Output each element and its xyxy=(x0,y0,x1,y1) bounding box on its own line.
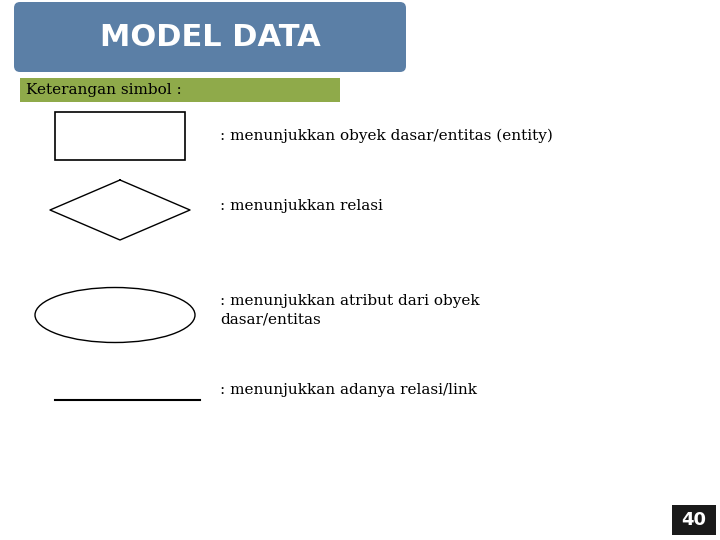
Text: 40: 40 xyxy=(682,511,706,529)
Text: Keterangan simbol :: Keterangan simbol : xyxy=(26,83,181,97)
Text: : menunjukkan adanya relasi/link: : menunjukkan adanya relasi/link xyxy=(220,383,477,397)
Text: MODEL DATA: MODEL DATA xyxy=(99,23,320,51)
Bar xyxy=(55,112,185,160)
Text: : menunjukkan obyek dasar/entitas (entity): : menunjukkan obyek dasar/entitas (entit… xyxy=(220,129,553,143)
Bar xyxy=(672,505,716,535)
FancyBboxPatch shape xyxy=(14,2,406,72)
Bar xyxy=(20,78,340,102)
Text: : menunjukkan atribut dari obyek
dasar/entitas: : menunjukkan atribut dari obyek dasar/e… xyxy=(220,294,480,326)
Ellipse shape xyxy=(35,287,195,342)
Text: : menunjukkan relasi: : menunjukkan relasi xyxy=(220,199,383,213)
